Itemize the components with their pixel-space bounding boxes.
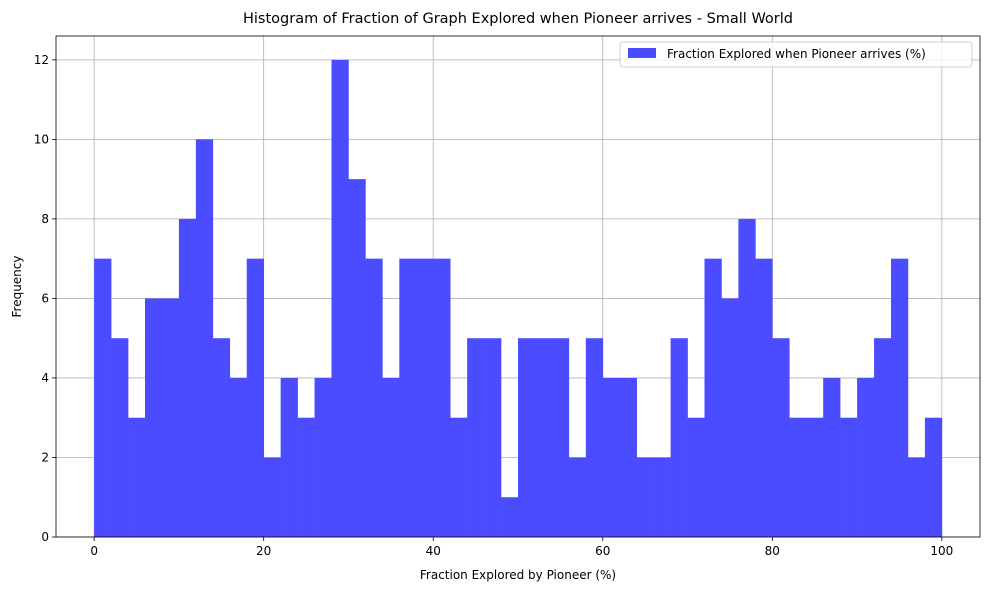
histogram-bar xyxy=(738,218,756,537)
histogram-bar xyxy=(484,338,502,537)
histogram-bar xyxy=(501,497,519,537)
histogram-bar xyxy=(670,338,688,537)
chart-title: Histogram of Fraction of Graph Explored … xyxy=(243,11,793,27)
x-tick-label: 60 xyxy=(595,544,610,558)
histogram-bar xyxy=(161,298,180,537)
histogram-bar xyxy=(924,417,943,537)
legend-swatch xyxy=(628,48,656,58)
y-tick-label: 8 xyxy=(41,212,49,226)
histogram-bar xyxy=(602,377,621,537)
histogram-bar xyxy=(246,258,264,537)
histogram-bar xyxy=(229,377,248,537)
y-tick-label: 4 xyxy=(41,371,49,385)
histogram-bar xyxy=(704,258,722,537)
histogram-bar xyxy=(653,457,671,537)
histogram-bar xyxy=(840,417,858,537)
y-tick-label: 2 xyxy=(41,450,49,464)
histogram-bar xyxy=(772,338,790,537)
histogram-bar xyxy=(806,417,824,537)
histogram-bar xyxy=(755,258,773,537)
histogram-bar xyxy=(874,338,892,537)
histogram-bar xyxy=(348,179,366,537)
histogram-bar xyxy=(619,377,637,537)
histogram-bar xyxy=(890,258,909,537)
histogram-bar xyxy=(585,338,604,537)
histogram-bar xyxy=(789,417,807,537)
x-tick-label: 100 xyxy=(930,544,953,558)
legend-box xyxy=(619,41,973,68)
histogram-bar xyxy=(823,377,841,537)
x-axis-label: Fraction Explored by Pioneer (%) xyxy=(420,568,616,582)
histogram-bar xyxy=(568,457,587,537)
y-tick-label: 0 xyxy=(41,530,49,544)
histogram-bar xyxy=(450,417,468,537)
histogram-bar xyxy=(145,298,163,537)
histogram-bar xyxy=(263,457,281,537)
histogram-bar xyxy=(687,417,705,537)
histogram-bar xyxy=(280,377,298,537)
histogram-bar xyxy=(399,258,417,537)
y-tick-label: 10 xyxy=(34,132,49,146)
x-tick-label: 20 xyxy=(256,544,271,558)
histogram-bar xyxy=(534,338,553,537)
y-axis-label: Frequency xyxy=(10,256,24,318)
histogram-bar xyxy=(111,338,129,537)
histogram-bar xyxy=(857,377,875,537)
x-tick-label: 80 xyxy=(765,544,780,558)
histogram-bar xyxy=(331,59,349,537)
y-axis-ticks: 0 2 4 6 8 10 12 xyxy=(34,53,56,544)
histogram-bar xyxy=(365,258,383,537)
histogram-bar xyxy=(128,417,146,537)
x-tick-label: 0 xyxy=(90,544,98,558)
histogram-bar xyxy=(314,377,332,537)
histogram-bar xyxy=(467,338,485,537)
bars-layer xyxy=(94,59,943,537)
histogram-bar xyxy=(94,258,112,537)
histogram-bar xyxy=(178,218,197,537)
legend: Fraction Explored when Pioneer arrives (… xyxy=(619,41,973,68)
y-tick-label: 12 xyxy=(34,53,49,67)
histogram-bar xyxy=(907,457,926,537)
histogram-bar xyxy=(636,457,654,537)
histogram-bar xyxy=(382,377,400,537)
histogram-bar xyxy=(551,338,570,537)
histogram-bar xyxy=(297,417,315,537)
plot-frame xyxy=(55,35,981,538)
histogram-bar xyxy=(212,338,231,537)
histogram-bar xyxy=(195,139,214,537)
histogram-bar xyxy=(721,298,739,537)
x-tick-label: 40 xyxy=(426,544,441,558)
y-tick-label: 6 xyxy=(41,291,49,305)
histogram-bar xyxy=(416,258,434,537)
histogram-bar xyxy=(433,258,451,537)
histogram-bar xyxy=(518,338,536,537)
legend-entry-label: Fraction Explored when Pioneer arrives (… xyxy=(667,47,926,61)
x-axis-ticks: 0 20 40 60 80 100 xyxy=(90,537,953,558)
